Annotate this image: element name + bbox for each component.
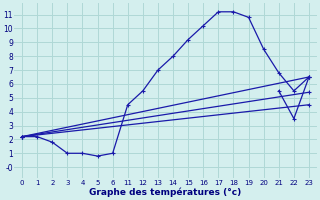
X-axis label: Graphe des températures (°c): Graphe des températures (°c) — [89, 187, 242, 197]
